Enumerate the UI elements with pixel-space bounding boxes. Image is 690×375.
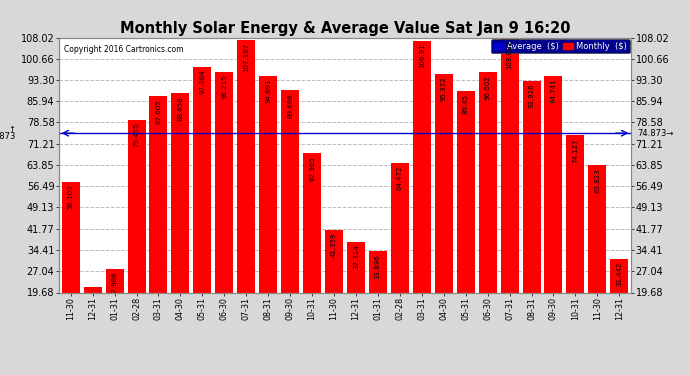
Text: 33.896: 33.896 xyxy=(375,254,381,279)
Text: 27.986: 27.986 xyxy=(112,272,117,296)
Bar xyxy=(522,81,540,349)
Text: Copyright 2016 Cartronics.com: Copyright 2016 Cartronics.com xyxy=(64,45,184,54)
Bar xyxy=(544,76,562,349)
Bar xyxy=(303,153,321,349)
Text: 94.691: 94.691 xyxy=(265,79,271,104)
Text: 21.414: 21.414 xyxy=(90,290,96,315)
Text: 96.215: 96.215 xyxy=(221,75,227,99)
Text: 94.741: 94.741 xyxy=(551,79,556,103)
Bar xyxy=(566,135,584,349)
Text: 107.187: 107.187 xyxy=(244,43,249,72)
Text: 92.926: 92.926 xyxy=(529,84,535,108)
Text: 97.964: 97.964 xyxy=(199,69,206,94)
Bar xyxy=(259,76,277,349)
Bar xyxy=(193,66,211,349)
Bar xyxy=(369,252,387,349)
Bar xyxy=(347,242,365,349)
Title: Monthly Solar Energy & Average Value Sat Jan 9 16:20: Monthly Solar Energy & Average Value Sat… xyxy=(120,21,570,36)
Text: 89.45: 89.45 xyxy=(463,94,469,114)
Text: 58.103: 58.103 xyxy=(68,184,74,209)
Bar xyxy=(281,90,299,349)
Text: 74.127: 74.127 xyxy=(573,138,578,163)
Bar xyxy=(83,288,101,349)
Text: 106.91: 106.91 xyxy=(419,44,425,68)
Text: 74.873→: 74.873→ xyxy=(637,129,673,138)
Text: 87.605: 87.605 xyxy=(155,99,161,124)
Text: 89.686: 89.686 xyxy=(287,93,293,118)
Bar xyxy=(479,72,497,349)
Bar xyxy=(457,91,475,349)
Text: ↑
74.873: ↑ 74.873 xyxy=(0,125,16,141)
Text: 108.022: 108.022 xyxy=(506,40,513,69)
Text: 95.372: 95.372 xyxy=(441,77,446,101)
Bar xyxy=(325,230,343,349)
Text: 67.965: 67.965 xyxy=(309,156,315,181)
Bar xyxy=(610,258,629,349)
Bar xyxy=(61,182,80,349)
Bar xyxy=(589,165,607,349)
Bar xyxy=(500,38,519,349)
Bar xyxy=(150,96,168,349)
Text: 96.002: 96.002 xyxy=(484,75,491,100)
Bar xyxy=(171,93,190,349)
Text: 88.658: 88.658 xyxy=(177,96,184,121)
Text: 64.472: 64.472 xyxy=(397,166,403,190)
Bar xyxy=(391,163,409,349)
Bar xyxy=(237,40,255,349)
Text: 37.314: 37.314 xyxy=(353,244,359,269)
Bar xyxy=(215,72,233,349)
Legend: Average  ($), Monthly  ($): Average ($), Monthly ($) xyxy=(491,39,630,53)
Bar xyxy=(413,41,431,349)
Bar xyxy=(128,120,146,349)
Bar xyxy=(106,268,124,349)
Text: 79.455: 79.455 xyxy=(134,123,139,147)
Text: 31.442: 31.442 xyxy=(616,261,622,286)
Text: 63.823: 63.823 xyxy=(594,168,600,193)
Text: 41.359: 41.359 xyxy=(331,233,337,257)
Bar xyxy=(435,74,453,349)
